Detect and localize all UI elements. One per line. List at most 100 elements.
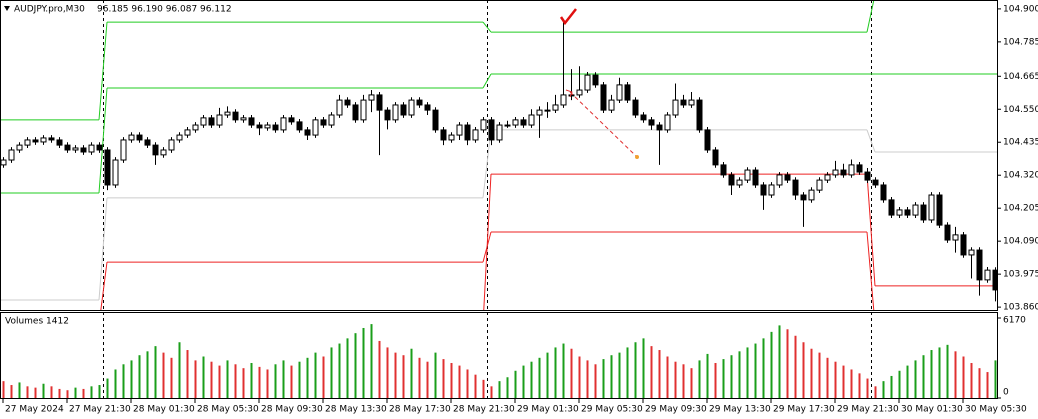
trend-arrow bbox=[569, 91, 637, 157]
candle-body bbox=[928, 194, 935, 221]
level-step bbox=[866, 174, 876, 286]
candle-body bbox=[392, 104, 399, 121]
candle-body bbox=[904, 209, 911, 216]
level-step bbox=[100, 262, 108, 310]
x-tick-label: 29 May 17:30 bbox=[773, 405, 835, 415]
candle-body bbox=[640, 114, 647, 121]
candle-body bbox=[936, 194, 943, 226]
x-tick-label: 29 May 21:30 bbox=[837, 405, 899, 415]
candle-body bbox=[496, 124, 503, 141]
candle-body bbox=[816, 179, 823, 191]
candle-body bbox=[360, 99, 367, 121]
candle-body bbox=[520, 119, 527, 126]
candle-body bbox=[232, 111, 239, 121]
candle-body bbox=[832, 169, 839, 176]
x-tick-label: 27 May 2024 bbox=[5, 405, 64, 415]
candle-body bbox=[840, 169, 847, 176]
candle-body bbox=[408, 99, 415, 116]
candle-body bbox=[584, 74, 591, 91]
y-tick-label: 104.900 bbox=[1003, 4, 1038, 14]
candle-body bbox=[664, 114, 671, 131]
candle-body bbox=[352, 104, 359, 121]
candle-body bbox=[872, 179, 879, 186]
candle-body bbox=[248, 117, 255, 126]
candle-body bbox=[992, 269, 997, 291]
quote: 96.185 96.190 96.087 96.112 bbox=[97, 5, 232, 15]
candle-body bbox=[696, 99, 703, 131]
candle-body bbox=[184, 129, 191, 136]
volume-pane bbox=[2, 313, 997, 398]
candle-body bbox=[24, 139, 31, 146]
candle-body bbox=[784, 174, 791, 181]
candle-body bbox=[504, 124, 511, 127]
candle-body bbox=[808, 189, 815, 201]
candle-body bbox=[960, 234, 967, 256]
candle-body bbox=[592, 74, 599, 86]
candle-body bbox=[648, 119, 655, 126]
volume-frame bbox=[0, 312, 998, 399]
candle-body bbox=[416, 99, 423, 106]
candle-body bbox=[80, 147, 87, 153]
x-tick-label: 28 May 01:30 bbox=[133, 405, 195, 415]
check-mark bbox=[559, 8, 577, 26]
candle-body bbox=[112, 159, 119, 186]
x-tick-label: 28 May 17:30 bbox=[389, 405, 451, 415]
candle-body bbox=[608, 99, 615, 111]
candle-body bbox=[200, 117, 207, 126]
candle-body bbox=[440, 129, 447, 141]
level-step bbox=[482, 21, 492, 33]
x-tick-label: 28 May 05:30 bbox=[197, 405, 259, 415]
candle-body bbox=[16, 144, 23, 151]
candle-body bbox=[632, 99, 639, 116]
candle-body bbox=[344, 99, 351, 106]
candle-body bbox=[72, 147, 79, 151]
level-step bbox=[482, 129, 492, 198]
arrow-end bbox=[635, 155, 639, 159]
candle-body bbox=[544, 109, 551, 112]
candle-body bbox=[848, 164, 855, 176]
candle-body bbox=[328, 114, 335, 126]
x-tick-label: 30 May 05:30 bbox=[965, 405, 1027, 415]
level-step bbox=[866, 231, 875, 310]
candle-body bbox=[464, 124, 471, 141]
candle-body bbox=[576, 89, 583, 96]
candle-body bbox=[96, 144, 103, 151]
candle-body bbox=[624, 84, 631, 101]
candle-body bbox=[752, 169, 759, 186]
candle-body bbox=[168, 139, 175, 151]
x-tick-label: 29 May 13:30 bbox=[709, 405, 771, 415]
candle-body bbox=[704, 129, 711, 151]
arrow-head bbox=[565, 89, 573, 98]
candle-body bbox=[40, 137, 47, 143]
candle-body bbox=[856, 164, 863, 173]
candle-body bbox=[776, 174, 783, 186]
candle-body bbox=[824, 174, 831, 181]
x-tick-label: 28 May 13:30 bbox=[325, 405, 387, 415]
candle-body bbox=[56, 139, 63, 146]
candle-body bbox=[376, 94, 383, 111]
candle-body bbox=[432, 109, 439, 131]
candle-body bbox=[736, 179, 743, 186]
x-tick-label: 29 May 05:30 bbox=[581, 405, 643, 415]
candle-body bbox=[472, 129, 479, 141]
y-tick-label: 104.665 bbox=[1003, 72, 1038, 82]
candle-body bbox=[312, 119, 319, 136]
candle-body bbox=[616, 84, 623, 101]
level-step bbox=[866, 129, 876, 153]
candle-body bbox=[600, 84, 607, 111]
x-tick-label: 29 May 01:30 bbox=[517, 405, 579, 415]
candle-body bbox=[720, 164, 727, 176]
candle-body bbox=[568, 94, 575, 97]
candle-body bbox=[136, 134, 143, 141]
x-tick-label: 28 May 09:30 bbox=[261, 405, 323, 415]
x-tick-label: 30 May 01:30 bbox=[901, 405, 963, 415]
candle-body bbox=[864, 171, 871, 181]
collapse-icon[interactable] bbox=[4, 6, 10, 11]
candle-body bbox=[792, 179, 799, 196]
level-step bbox=[98, 197, 108, 301]
candle-body bbox=[240, 117, 247, 121]
candle-body bbox=[48, 137, 55, 141]
y-tick-label: 103.975 bbox=[1003, 270, 1038, 280]
